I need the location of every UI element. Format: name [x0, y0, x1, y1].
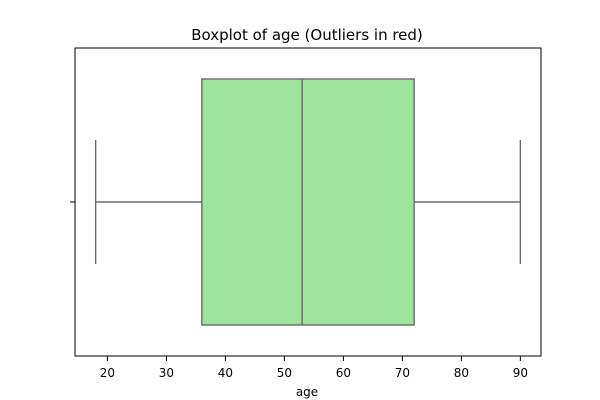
x-axis-label: age [296, 385, 318, 399]
box-iqr [201, 78, 415, 326]
x-tick-label: 30 [159, 366, 174, 380]
x-axis-ticks: 20 30 40 50 60 70 80 90 [100, 356, 528, 380]
x-tick-label: 70 [395, 366, 410, 380]
x-tick-label: 20 [100, 366, 115, 380]
chart-title: Boxplot of age (Outliers in red) [191, 26, 423, 44]
x-tick-label: 40 [218, 366, 233, 380]
x-tick-label: 60 [336, 366, 351, 380]
x-tick-label: 90 [513, 366, 528, 380]
x-tick-label: 80 [454, 366, 469, 380]
plot-area [94, 78, 522, 326]
x-tick-label: 50 [277, 366, 292, 380]
